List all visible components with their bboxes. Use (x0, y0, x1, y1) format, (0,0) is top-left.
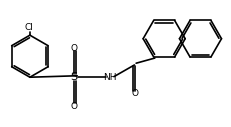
Text: S: S (70, 72, 77, 82)
Text: O: O (131, 89, 138, 98)
Text: O: O (70, 44, 77, 53)
Text: Cl: Cl (25, 23, 33, 32)
Text: O: O (70, 102, 77, 111)
Text: NH: NH (103, 73, 116, 82)
